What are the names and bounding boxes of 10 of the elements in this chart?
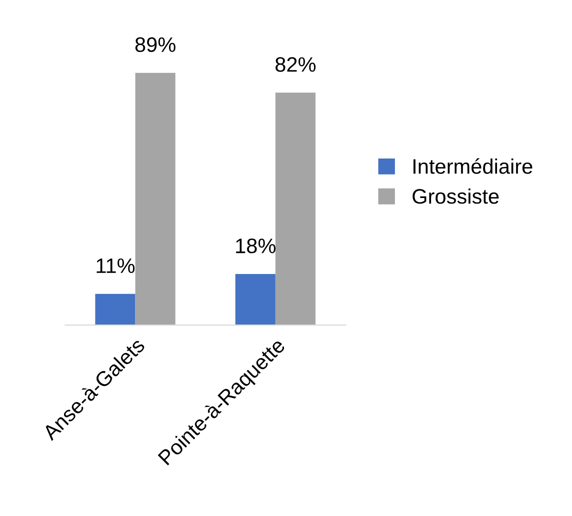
data-label: 89% [135,37,176,52]
data-label: 18% [236,238,276,254]
data-label: 82% [276,57,316,72]
legend-label: Grossiste [412,188,499,204]
bar [275,92,316,326]
bar [95,294,136,326]
bar [235,274,276,326]
data-label: 11% [96,258,135,274]
bar [135,72,176,326]
legend-label: Intermédiaire [414,158,532,174]
